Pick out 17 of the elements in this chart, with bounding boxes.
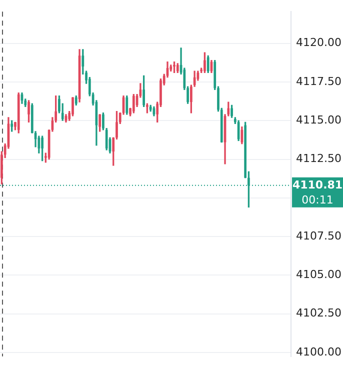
ref-line-label: 4110.81 <box>292 178 343 192</box>
candlestick <box>142 75 145 108</box>
candlestick <box>28 100 30 122</box>
candlestick <box>146 103 148 114</box>
text: 00:11 <box>302 193 334 206</box>
candlestick <box>173 62 176 74</box>
y-tick-label: 4112.50 <box>296 152 342 166</box>
y-tick-label: 4115.00 <box>296 113 342 126</box>
y-tick-label: 4117.50 <box>296 74 342 88</box>
candlestick <box>204 52 206 74</box>
y-tick-label: 4120.00 <box>296 36 342 50</box>
y-tick-label: 4100.00 <box>296 345 342 358</box>
y-tick-label: 4102.50 <box>296 306 342 320</box>
candlestick <box>230 104 233 118</box>
candlestick <box>41 136 44 162</box>
y-tick-label: 4105.00 <box>296 268 342 282</box>
y-tick-label: 4107.50 <box>296 229 342 242</box>
